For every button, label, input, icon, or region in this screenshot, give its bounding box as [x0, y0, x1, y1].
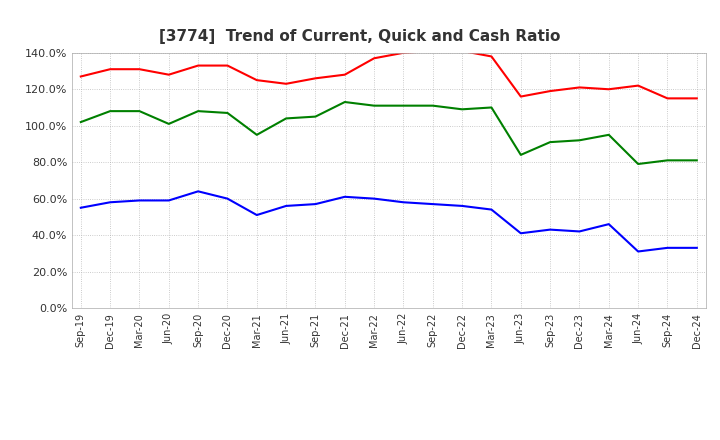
- Quick Ratio: [693, 158, 701, 163]
- Quick Ratio: [311, 114, 320, 119]
- Quick Ratio: [516, 152, 525, 158]
- Cash Ratio: [575, 229, 584, 234]
- Current Ratio: [399, 50, 408, 55]
- Quick Ratio: [605, 132, 613, 137]
- Current Ratio: [135, 66, 144, 72]
- Cash Ratio: [605, 221, 613, 227]
- Current Ratio: [341, 72, 349, 77]
- Current Ratio: [516, 94, 525, 99]
- Cash Ratio: [282, 203, 290, 209]
- Cash Ratio: [634, 249, 642, 254]
- Quick Ratio: [341, 99, 349, 105]
- Current Ratio: [693, 96, 701, 101]
- Quick Ratio: [223, 110, 232, 116]
- Current Ratio: [428, 48, 437, 54]
- Current Ratio: [164, 72, 173, 77]
- Quick Ratio: [164, 121, 173, 127]
- Current Ratio: [76, 74, 85, 79]
- Cash Ratio: [693, 245, 701, 250]
- Quick Ratio: [458, 106, 467, 112]
- Current Ratio: [546, 88, 554, 94]
- Cash Ratio: [370, 196, 379, 201]
- Quick Ratio: [106, 109, 114, 114]
- Cash Ratio: [106, 200, 114, 205]
- Current Ratio: [663, 96, 672, 101]
- Cash Ratio: [516, 231, 525, 236]
- Cash Ratio: [194, 189, 202, 194]
- Cash Ratio: [164, 198, 173, 203]
- Current Ratio: [253, 77, 261, 83]
- Cash Ratio: [399, 200, 408, 205]
- Quick Ratio: [194, 109, 202, 114]
- Quick Ratio: [428, 103, 437, 108]
- Line: Quick Ratio: Quick Ratio: [81, 102, 697, 164]
- Line: Current Ratio: Current Ratio: [81, 51, 697, 99]
- Cash Ratio: [76, 205, 85, 210]
- Cash Ratio: [458, 203, 467, 209]
- Current Ratio: [634, 83, 642, 88]
- Line: Cash Ratio: Cash Ratio: [81, 191, 697, 252]
- Quick Ratio: [399, 103, 408, 108]
- Current Ratio: [311, 76, 320, 81]
- Cash Ratio: [253, 213, 261, 218]
- Quick Ratio: [135, 109, 144, 114]
- Current Ratio: [223, 63, 232, 68]
- Quick Ratio: [575, 138, 584, 143]
- Current Ratio: [282, 81, 290, 86]
- Quick Ratio: [76, 119, 85, 125]
- Quick Ratio: [634, 161, 642, 167]
- Quick Ratio: [370, 103, 379, 108]
- Quick Ratio: [663, 158, 672, 163]
- Quick Ratio: [282, 116, 290, 121]
- Current Ratio: [194, 63, 202, 68]
- Current Ratio: [605, 87, 613, 92]
- Current Ratio: [458, 48, 467, 54]
- Quick Ratio: [487, 105, 496, 110]
- Cash Ratio: [487, 207, 496, 212]
- Cash Ratio: [311, 202, 320, 207]
- Cash Ratio: [223, 196, 232, 201]
- Current Ratio: [575, 85, 584, 90]
- Current Ratio: [106, 66, 114, 72]
- Text: [3774]  Trend of Current, Quick and Cash Ratio: [3774] Trend of Current, Quick and Cash …: [159, 29, 561, 44]
- Cash Ratio: [135, 198, 144, 203]
- Quick Ratio: [546, 139, 554, 145]
- Quick Ratio: [253, 132, 261, 137]
- Current Ratio: [370, 55, 379, 61]
- Cash Ratio: [428, 202, 437, 207]
- Cash Ratio: [546, 227, 554, 232]
- Current Ratio: [487, 54, 496, 59]
- Cash Ratio: [341, 194, 349, 199]
- Cash Ratio: [663, 245, 672, 250]
